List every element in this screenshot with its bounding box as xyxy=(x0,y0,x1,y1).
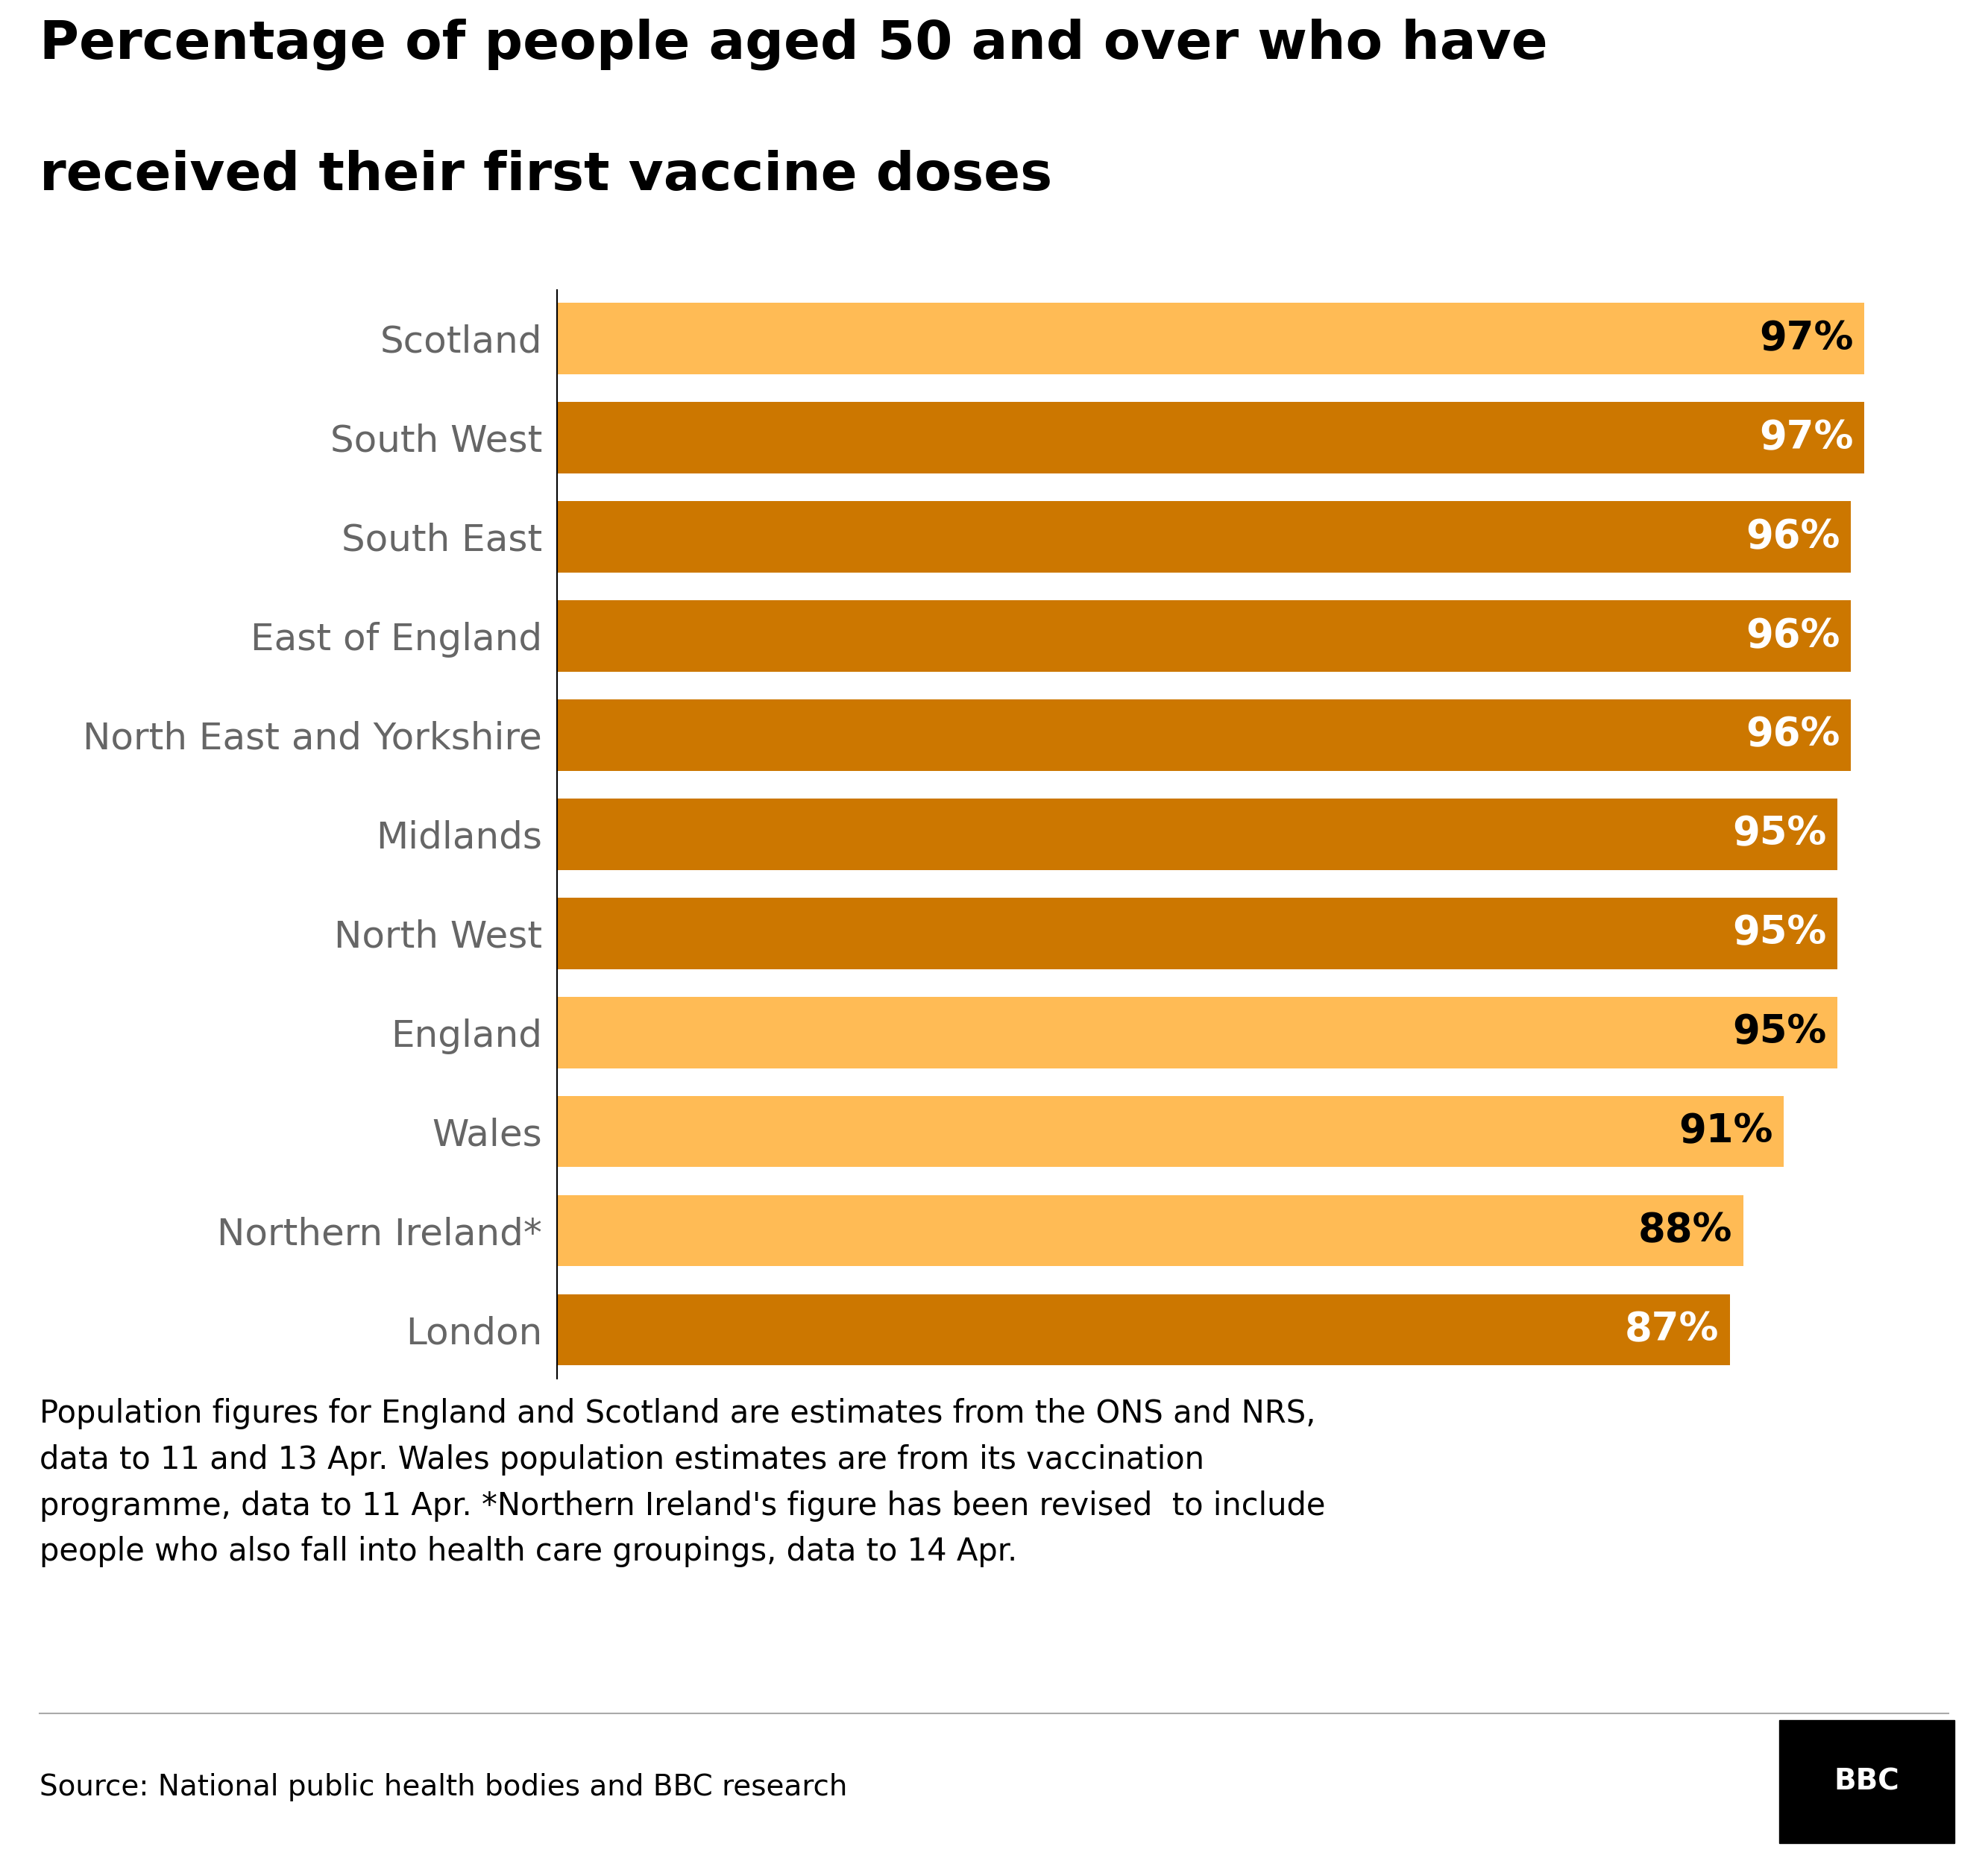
Text: 96%: 96% xyxy=(1745,716,1841,755)
Text: Source: National public health bodies and BBC research: Source: National public health bodies an… xyxy=(40,1773,847,1801)
Bar xyxy=(557,798,1837,870)
Text: 97%: 97% xyxy=(1759,319,1853,358)
Bar xyxy=(557,302,1865,375)
Bar xyxy=(557,997,1837,1068)
Bar xyxy=(557,403,1865,473)
Bar xyxy=(557,600,1851,671)
Text: 87%: 87% xyxy=(1624,1310,1720,1350)
Text: Percentage of people aged 50 and over who have: Percentage of people aged 50 and over wh… xyxy=(40,19,1549,71)
Bar xyxy=(557,898,1837,969)
Bar xyxy=(557,1096,1783,1167)
Bar xyxy=(1779,1720,1954,1843)
Bar xyxy=(557,1294,1730,1366)
Bar xyxy=(557,699,1851,770)
Text: received their first vaccine doses: received their first vaccine doses xyxy=(40,149,1052,201)
Bar xyxy=(557,501,1851,572)
Text: 95%: 95% xyxy=(1734,1012,1827,1051)
Bar xyxy=(557,1195,1743,1266)
Text: 97%: 97% xyxy=(1759,418,1853,457)
Text: 88%: 88% xyxy=(1638,1212,1732,1251)
Text: 95%: 95% xyxy=(1734,913,1827,953)
Text: 96%: 96% xyxy=(1745,518,1841,555)
Text: 96%: 96% xyxy=(1745,617,1841,656)
Text: Population figures for England and Scotland are estimates from the ONS and NRS,
: Population figures for England and Scotl… xyxy=(40,1398,1326,1568)
Text: 95%: 95% xyxy=(1734,815,1827,854)
Text: 91%: 91% xyxy=(1678,1113,1773,1150)
Text: BBC: BBC xyxy=(1835,1767,1899,1795)
